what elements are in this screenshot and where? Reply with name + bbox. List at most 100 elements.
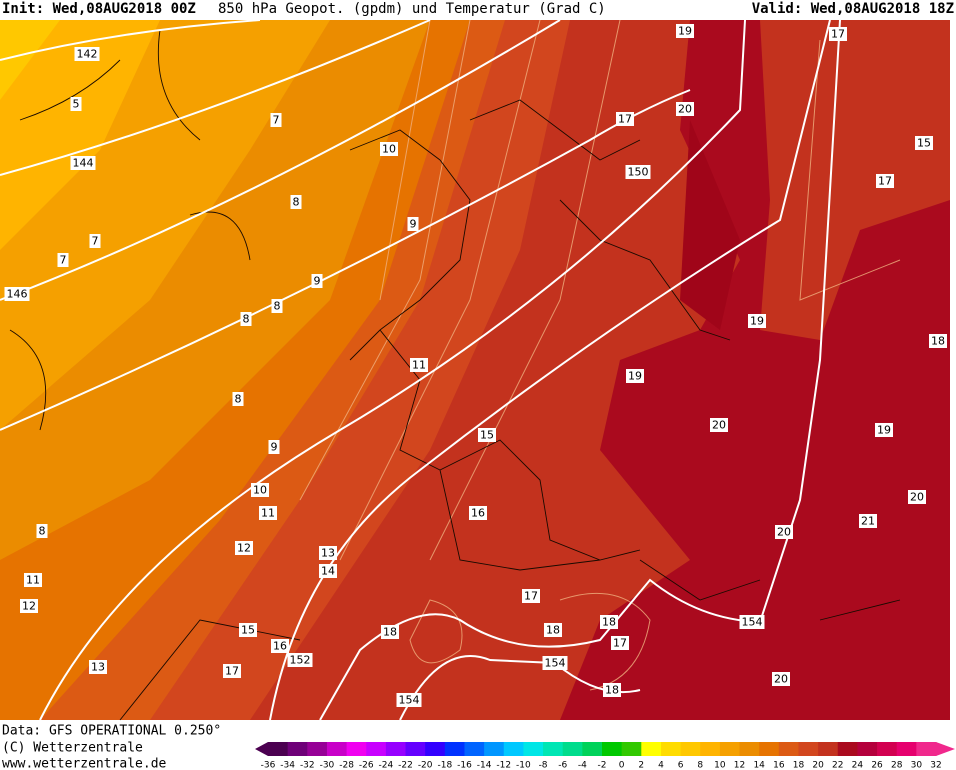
colorbar-swatch bbox=[405, 742, 426, 756]
label-box bbox=[223, 664, 241, 678]
label-box bbox=[396, 693, 422, 707]
footer-url: www.wetterzentrale.de bbox=[2, 757, 167, 770]
label-box bbox=[70, 97, 82, 111]
colorbar-tick-label: 26 bbox=[871, 761, 883, 770]
label-box bbox=[739, 615, 765, 629]
colorbar-tick-label: 20 bbox=[812, 761, 824, 770]
colorbar-tick-label: -34 bbox=[280, 761, 295, 770]
label-box bbox=[311, 274, 323, 288]
colorbar-tick-label: -14 bbox=[477, 761, 492, 770]
label-box bbox=[270, 113, 282, 127]
contour-label: 20 bbox=[712, 419, 726, 432]
geopotential-contour bbox=[0, 19, 261, 61]
contour-label: 18 bbox=[931, 335, 945, 348]
contour-label: 150 bbox=[628, 166, 649, 179]
colorbar-arrow bbox=[255, 742, 268, 756]
colorbar-swatch bbox=[916, 742, 937, 756]
colorbar-swatch bbox=[543, 742, 564, 756]
contour-label: 19 bbox=[678, 25, 692, 38]
contour-label: 20 bbox=[910, 491, 924, 504]
label-box bbox=[319, 546, 337, 560]
contour-label: 146 bbox=[7, 288, 28, 301]
contour-label: 11 bbox=[412, 359, 426, 372]
colorbar-tick-label: -10 bbox=[516, 761, 531, 770]
geopotential-contour bbox=[39, 19, 746, 721]
label-box bbox=[600, 615, 618, 629]
contour-label: 17 bbox=[878, 175, 892, 188]
label-box bbox=[290, 195, 302, 209]
colorbar-tick-label: 10 bbox=[714, 761, 726, 770]
colorbar-tick-label: -18 bbox=[437, 761, 452, 770]
label-box bbox=[4, 287, 30, 301]
contour-label: 11 bbox=[26, 574, 40, 587]
contour-label: 18 bbox=[602, 616, 616, 629]
contour-label: 17 bbox=[225, 665, 239, 678]
colorbar-swatch bbox=[484, 742, 505, 756]
colorbar-tick-label: 32 bbox=[930, 761, 941, 770]
label-box bbox=[522, 589, 540, 603]
colorbar-swatch bbox=[602, 742, 623, 756]
contour-label: 8 bbox=[235, 393, 242, 406]
colorbar-tick-label: -2 bbox=[598, 761, 607, 770]
contour-label: 20 bbox=[777, 526, 791, 539]
label-box bbox=[829, 27, 847, 41]
colorbar-tick-label: -12 bbox=[496, 761, 511, 770]
colorbar-tick-label: -36 bbox=[261, 761, 276, 770]
colorbar-swatch bbox=[700, 742, 721, 756]
contour-label: 154 bbox=[742, 616, 763, 629]
label-box bbox=[271, 639, 289, 653]
colorbar-tick-label: -16 bbox=[457, 761, 472, 770]
map bbox=[0, 19, 950, 721]
contour-label: 15 bbox=[917, 137, 931, 150]
contour-label: 17 bbox=[524, 590, 538, 603]
colorbar-tick-label: -26 bbox=[359, 761, 374, 770]
colorbar-swatch bbox=[425, 742, 446, 756]
label-box bbox=[235, 541, 253, 555]
colorbar-swatch bbox=[641, 742, 662, 756]
colorbar-swatch bbox=[523, 742, 544, 756]
geopotential-contour bbox=[319, 19, 841, 721]
contour-label: 18 bbox=[605, 684, 619, 697]
contour-label: 9 bbox=[271, 441, 278, 454]
label-box bbox=[57, 253, 69, 267]
contour-label: 9 bbox=[410, 218, 417, 231]
label-box bbox=[875, 423, 893, 437]
colorbar: -36 -34 -32 -30 -28 -26 -24 -22 -20 -18 -16 -14 -12-… bbox=[255, 742, 955, 770]
colorbar-tick-label: -6 bbox=[558, 761, 567, 770]
colorbar-tick-label: 28 bbox=[891, 761, 903, 770]
contour-label: 11 bbox=[261, 507, 275, 520]
contour-label: 15 bbox=[480, 429, 494, 442]
label-box bbox=[251, 483, 269, 497]
colorbar-swatch bbox=[503, 742, 524, 756]
label-box bbox=[36, 524, 48, 538]
colorbar-tick-label: 22 bbox=[832, 761, 843, 770]
label-box bbox=[70, 156, 96, 170]
label-box bbox=[380, 142, 398, 156]
label-box bbox=[859, 514, 877, 528]
contour-label: 17 bbox=[618, 113, 632, 126]
colorbar-arrow bbox=[936, 742, 955, 756]
label-box bbox=[544, 623, 562, 637]
label-box bbox=[240, 312, 252, 326]
contour-label: 7 bbox=[92, 235, 99, 248]
isotherm bbox=[299, 19, 901, 691]
label-box bbox=[625, 165, 651, 179]
label-box bbox=[929, 334, 947, 348]
geopotential-contour bbox=[269, 19, 831, 721]
contour-label: 20 bbox=[774, 673, 788, 686]
colorbar-tick-label: 6 bbox=[678, 761, 684, 770]
colorbar-tick-label: 14 bbox=[753, 761, 765, 770]
map-title: 850 hPa Geopot. (gpdm) und Temperatur (G… bbox=[218, 1, 606, 17]
contour-label: 7 bbox=[273, 114, 280, 127]
colorbar-swatch bbox=[896, 742, 917, 756]
label-box bbox=[89, 234, 101, 248]
colorbar-tick-label: 0 bbox=[619, 761, 625, 770]
colorbar-swatch bbox=[837, 742, 858, 756]
colorbar-swatch bbox=[444, 742, 465, 756]
label-box bbox=[259, 506, 277, 520]
colorbar-swatch bbox=[385, 742, 407, 756]
label-box bbox=[407, 217, 419, 231]
label-box bbox=[542, 656, 568, 670]
contour-label: 7 bbox=[60, 254, 67, 267]
frame bbox=[950, 20, 956, 720]
